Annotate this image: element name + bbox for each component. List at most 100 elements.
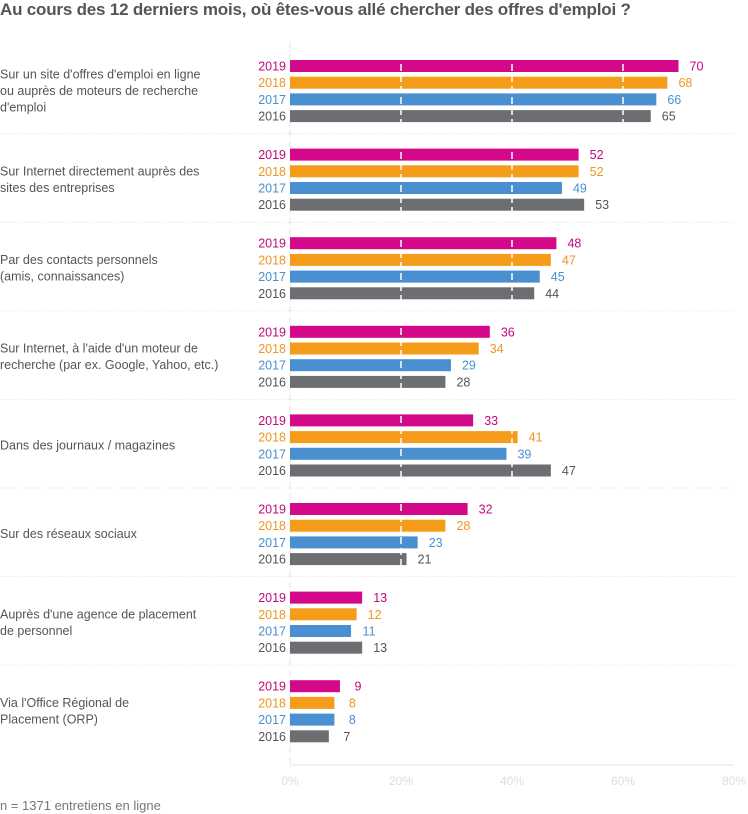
category-label: de personnel (0, 624, 72, 638)
year-label: 2019 (258, 325, 286, 339)
bar-2017 (290, 713, 335, 726)
value-label: 32 (479, 503, 493, 517)
bar-2018 (290, 165, 579, 178)
year-label: 2016 (258, 464, 286, 478)
value-label: 65 (662, 110, 676, 124)
year-label: 2018 (258, 696, 286, 710)
category-label: Sur des réseaux sociaux (0, 527, 138, 541)
value-label: 66 (667, 93, 681, 107)
value-label: 13 (373, 591, 387, 605)
value-label: 28 (456, 519, 470, 533)
year-label: 2019 (258, 503, 286, 517)
bar-2017 (290, 182, 562, 194)
value-label: 52 (590, 148, 604, 162)
x-tick-label: 40% (500, 774, 524, 788)
bar-2019 (290, 503, 468, 515)
year-label: 2017 (258, 536, 286, 550)
year-label: 2019 (258, 148, 286, 162)
value-label: 39 (517, 447, 531, 461)
year-label: 2017 (258, 270, 286, 284)
value-label: 29 (462, 359, 476, 373)
bar-2016 (290, 110, 651, 123)
category-label: Sur un site d'offres d'emploi en ligne (0, 68, 201, 82)
bar-2017 (290, 359, 451, 372)
year-label: 2019 (258, 591, 286, 605)
year-label: 2016 (258, 730, 286, 744)
bar-2016 (290, 464, 551, 477)
value-label: 21 (418, 553, 432, 567)
value-label: 33 (484, 414, 498, 428)
value-label: 34 (490, 342, 504, 356)
year-label: 2019 (258, 414, 286, 428)
bar-2016 (290, 641, 363, 654)
bar-2019 (290, 591, 363, 604)
chart-title: Au cours des 12 derniers mois, où êtes-v… (0, 0, 631, 19)
category-label: sites des entreprises (0, 181, 115, 195)
year-label: 2019 (258, 237, 286, 251)
value-label: 52 (590, 165, 604, 179)
category-label: d'emploi (0, 101, 46, 115)
value-label: 8 (349, 696, 356, 710)
footnote: n = 1371 entretiens en ligne (0, 798, 161, 813)
bar-2018 (290, 431, 518, 444)
year-label: 2017 (258, 447, 286, 461)
category-label: (amis, connaissances) (0, 270, 124, 284)
category-label: Sur Internet, à l'aide d'un moteur de (0, 342, 198, 356)
value-label: 53 (595, 198, 609, 212)
bar-2019 (290, 325, 490, 338)
value-label: 13 (373, 641, 387, 655)
category-label: Placement (ORP) (0, 713, 98, 727)
value-label: 68 (678, 76, 692, 90)
value-label: 44 (545, 287, 559, 301)
bars (290, 60, 679, 743)
value-label: 12 (368, 608, 382, 622)
year-label: 2017 (258, 182, 286, 196)
value-label: 36 (501, 325, 515, 339)
bar-2018 (290, 253, 551, 266)
year-label: 2019 (258, 60, 286, 74)
value-label: 11 (363, 625, 376, 639)
year-label: 2018 (258, 342, 286, 356)
bar-2019 (290, 414, 474, 427)
x-tick-label: 60% (611, 774, 635, 788)
bar-2016 (290, 730, 329, 743)
value-label: 23 (429, 536, 443, 550)
bar-2017 (290, 270, 540, 283)
year-label: 2016 (258, 110, 286, 124)
category-label: recherche (par ex. Google, Yahoo, etc.) (0, 358, 218, 372)
year-label: 2017 (258, 359, 286, 373)
value-label: 41 (529, 431, 543, 445)
year-label: 2017 (258, 625, 286, 639)
year-label: 2018 (258, 519, 286, 533)
value-label: 7 (343, 730, 350, 744)
year-label: 2016 (258, 198, 286, 212)
value-label: 49 (573, 182, 587, 196)
value-label: 47 (562, 464, 576, 478)
value-label: 28 (456, 375, 470, 389)
bar-2016 (290, 198, 585, 211)
x-tick-label: 80% (722, 774, 746, 788)
bar-2018 (290, 608, 357, 621)
x-tick-label: 0% (281, 774, 299, 788)
category-label: Sur Internet directement auprès des (0, 164, 199, 178)
bar-2019 (290, 237, 557, 250)
bar-2018 (290, 76, 668, 89)
category-label: ou auprès de moteurs de recherche (0, 84, 198, 98)
bar-2019 (290, 680, 340, 693)
value-label: 45 (551, 270, 565, 284)
year-label: 2018 (258, 431, 286, 445)
value-label: 47 (562, 253, 576, 267)
category-label: Auprès d'une agence de placement (0, 607, 197, 621)
bar-2017 (290, 536, 418, 549)
year-label: 2019 (258, 680, 286, 694)
year-label: 2016 (258, 287, 286, 301)
category-label: Via l'Office Régional de (0, 696, 129, 710)
bar-2018 (290, 342, 479, 355)
value-label: 8 (349, 713, 356, 727)
bar-2016 (290, 553, 407, 566)
year-label: 2017 (258, 713, 286, 727)
year-label: 2018 (258, 165, 286, 179)
year-label: 2018 (258, 608, 286, 622)
value-label: 48 (567, 237, 581, 251)
